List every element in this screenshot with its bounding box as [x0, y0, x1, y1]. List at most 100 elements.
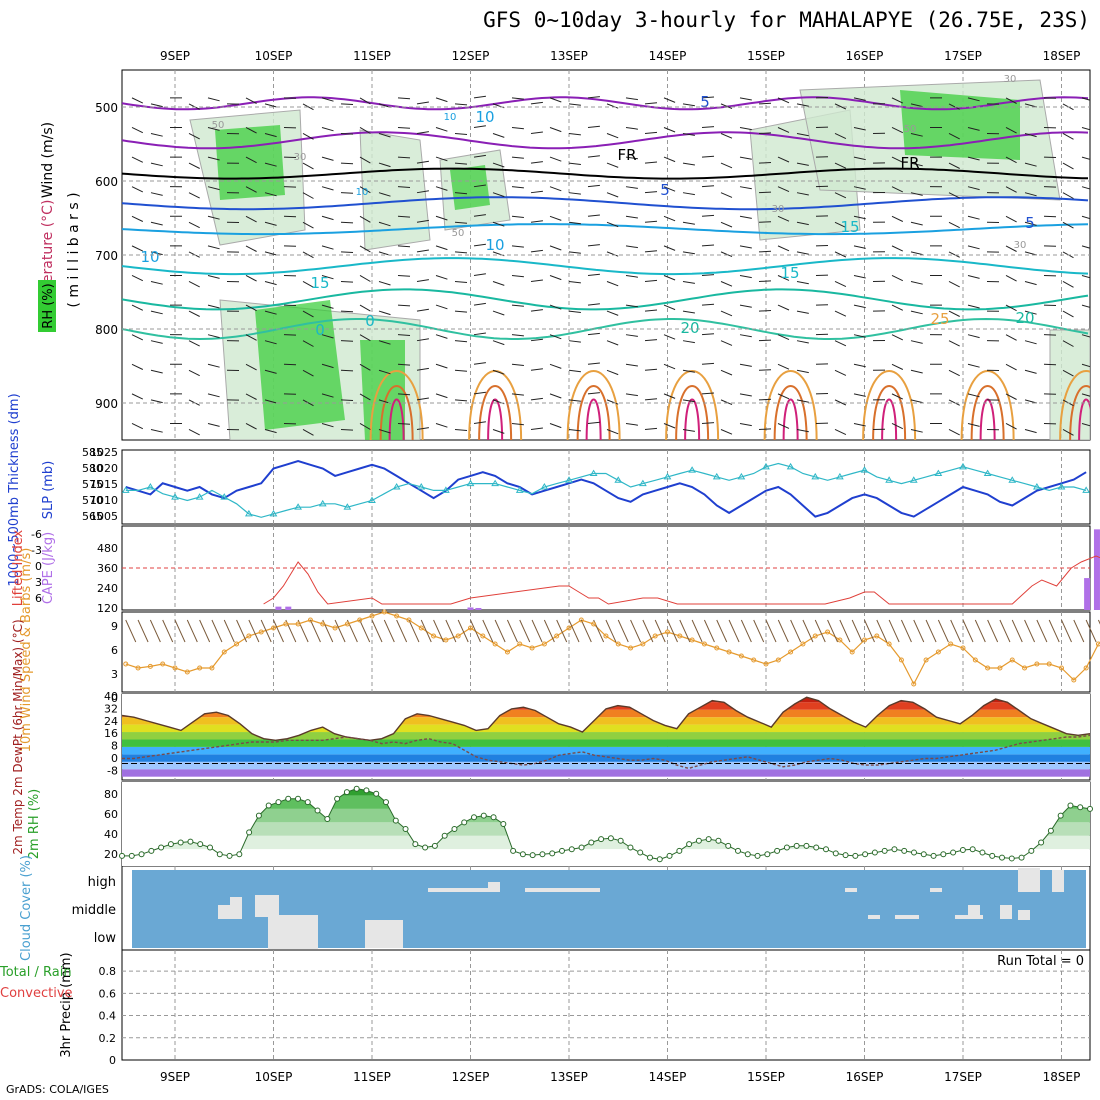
wind-barb — [948, 251, 960, 258]
rh-marker — [989, 852, 996, 859]
wind-speed-marker — [234, 641, 240, 647]
wind-barb — [492, 221, 505, 227]
thickness-marker — [811, 472, 820, 480]
wind-barb — [682, 162, 695, 166]
wind-barb — [245, 97, 257, 104]
wind-barb — [131, 275, 144, 282]
wind-barb — [682, 399, 695, 403]
bottom-date-label: 11SEP — [353, 1070, 391, 1084]
rh-marker — [539, 851, 546, 858]
rh-marker — [842, 852, 849, 859]
wind-barb — [302, 251, 314, 259]
rh-marker — [852, 852, 859, 859]
rh-marker — [197, 841, 204, 848]
contour-label: 5 — [700, 93, 710, 111]
contour-label: 15 — [840, 218, 859, 236]
wind-barb — [777, 304, 790, 311]
top-date-label: 10SEP — [255, 49, 293, 63]
wind-barb — [682, 369, 695, 373]
wind-barb — [606, 281, 619, 287]
li-tick: 6 — [35, 592, 42, 605]
wind-barb — [1062, 133, 1074, 140]
wind-barb — [625, 97, 638, 101]
temperature-line — [121, 696, 1091, 742]
cloud-level-label: high — [88, 875, 116, 890]
wind-barb — [549, 334, 562, 340]
rh-marker — [881, 847, 888, 854]
wind-barb — [796, 162, 809, 166]
contour-line — [763, 370, 818, 440]
rh-mask — [122, 782, 1090, 860]
contour-line — [782, 398, 799, 440]
wind-barb — [340, 399, 354, 401]
wind-barb — [207, 215, 220, 220]
wind-barb — [720, 310, 733, 317]
wind-speed-marker — [492, 641, 498, 647]
wind-barb — [530, 397, 543, 401]
wind-barb — [625, 304, 638, 308]
wind-barb — [948, 133, 960, 140]
contour-label: 30 — [772, 204, 785, 215]
wind-barb — [397, 422, 411, 425]
wind-barb — [473, 95, 486, 99]
wind-barb — [1081, 334, 1090, 338]
wind-speed-marker — [911, 681, 917, 687]
wind-speed-marker — [468, 625, 473, 631]
rh-marker — [559, 847, 565, 854]
wind-barb — [720, 192, 733, 198]
cloud-block — [968, 905, 980, 919]
wind-barb — [625, 215, 638, 219]
wind-barb — [701, 333, 715, 336]
wind-barb — [682, 221, 695, 225]
wind-speed-marker — [455, 633, 461, 639]
wind-barb — [987, 619, 999, 643]
wind-barb — [530, 220, 543, 223]
temperature-band — [122, 754, 1090, 762]
thickness-tick: 570 — [82, 494, 103, 507]
slp-tick: 1005 — [90, 510, 118, 523]
wind-barb — [435, 156, 448, 162]
rh-marker — [246, 829, 253, 836]
wind-barb — [853, 304, 866, 309]
wind-speed-marker — [554, 633, 560, 639]
contour-line — [122, 223, 1089, 236]
slp-tick: 1010 — [90, 494, 118, 507]
wind-barb — [492, 162, 505, 168]
rh-marker — [324, 815, 331, 822]
wind-speed-marker — [431, 633, 437, 639]
wind-speed-marker — [837, 637, 843, 643]
wind-barb — [1081, 127, 1090, 131]
bottom-date-label: 13SEP — [550, 1070, 588, 1084]
rh-marker — [637, 849, 644, 856]
wind-barb — [511, 97, 524, 100]
wind-barb — [1081, 393, 1090, 397]
wind-barb — [149, 619, 161, 643]
wind-barb — [682, 251, 695, 255]
rh-marker — [490, 814, 497, 821]
wind-barb — [435, 215, 448, 221]
wind-barb — [416, 219, 429, 223]
wind-barb — [606, 103, 619, 109]
wind-barb — [587, 392, 600, 395]
wind-barb — [435, 393, 448, 399]
wind-barb — [948, 399, 960, 406]
wind-barb — [245, 156, 257, 164]
rh-marker — [617, 837, 624, 844]
wind-barb — [150, 280, 163, 285]
wind-barb — [720, 133, 733, 139]
wind-tick: 3 — [111, 668, 118, 681]
wind-barb — [511, 422, 524, 426]
wind-barb — [796, 221, 809, 226]
wind-barb — [587, 244, 600, 247]
wind-barb — [188, 429, 200, 436]
wind-barb — [948, 429, 960, 436]
wind-barb — [739, 215, 752, 219]
cloud-level-label: middle — [72, 903, 116, 918]
cape-bar — [1084, 578, 1091, 610]
top-date-label: 15SEP — [747, 49, 785, 63]
pressure-tick: 600 — [95, 175, 118, 189]
wind-barb — [682, 280, 695, 284]
wind-barb — [1081, 245, 1090, 249]
rh-marker — [676, 847, 683, 854]
wind-barb — [587, 332, 600, 336]
